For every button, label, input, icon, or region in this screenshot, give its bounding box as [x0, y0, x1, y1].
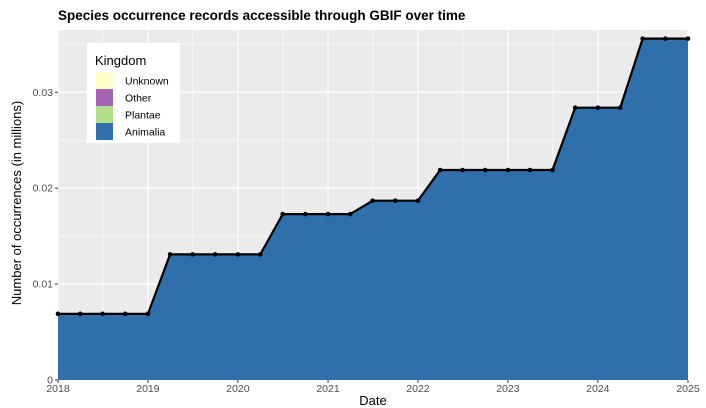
data-point	[145, 311, 151, 317]
data-point	[55, 311, 61, 317]
data-point	[190, 252, 195, 257]
y-tick-label: 0.03	[33, 87, 54, 99]
data-point	[527, 167, 533, 173]
data-point	[370, 198, 375, 203]
data-point	[550, 167, 555, 173]
data-point	[303, 211, 308, 217]
y-tick-label: 0.02	[33, 183, 54, 195]
data-point	[663, 36, 668, 41]
legend-key-unknown	[96, 72, 113, 89]
data-point	[415, 198, 421, 203]
data-point	[325, 211, 331, 217]
legend-key-other	[96, 89, 113, 106]
x-axis-label: Date	[359, 393, 386, 408]
legend-key-animalia	[96, 123, 113, 140]
data-point	[505, 167, 511, 173]
data-point	[77, 311, 83, 317]
data-point	[167, 252, 173, 257]
legend-label-unknown: Unknown	[125, 76, 169, 88]
legend-label-plantae: Plantae	[125, 110, 161, 122]
x-tick-label: 2018	[46, 383, 70, 395]
area-animalia	[58, 38, 688, 380]
data-point	[685, 36, 691, 41]
x-tick-label: 2021	[316, 383, 340, 395]
data-point	[595, 105, 601, 110]
data-point	[280, 211, 286, 217]
data-point	[482, 167, 488, 173]
data-point	[617, 105, 623, 110]
x-tick-label: 2020	[226, 383, 250, 395]
x-tick-label: 2022	[406, 383, 430, 395]
data-point	[212, 252, 218, 257]
y-axis-label: Number of occurrences (in millions)	[9, 101, 24, 305]
y-tick-label: 0.01	[33, 279, 54, 291]
chart-title: Species occurrence records accessible th…	[58, 8, 466, 23]
legend-title: Kingdom	[95, 53, 146, 68]
data-point	[572, 105, 578, 110]
data-point	[347, 211, 353, 217]
x-tick-label: 2024	[586, 383, 610, 395]
data-point	[100, 311, 105, 317]
data-point	[640, 36, 645, 41]
legend-label-other: Other	[125, 93, 152, 105]
data-point	[122, 311, 128, 317]
x-tick-label: 2019	[136, 383, 160, 395]
data-point	[437, 167, 443, 173]
x-tick-label: 2025	[676, 383, 700, 395]
legend-key-plantae	[96, 106, 113, 123]
data-point	[257, 252, 263, 257]
data-point	[393, 198, 398, 203]
data-point	[235, 252, 241, 257]
y-tick-label: 0	[47, 375, 53, 387]
legend-label-animalia: Animalia	[125, 127, 165, 139]
data-point	[460, 167, 465, 173]
x-tick-label: 2023	[496, 383, 520, 395]
